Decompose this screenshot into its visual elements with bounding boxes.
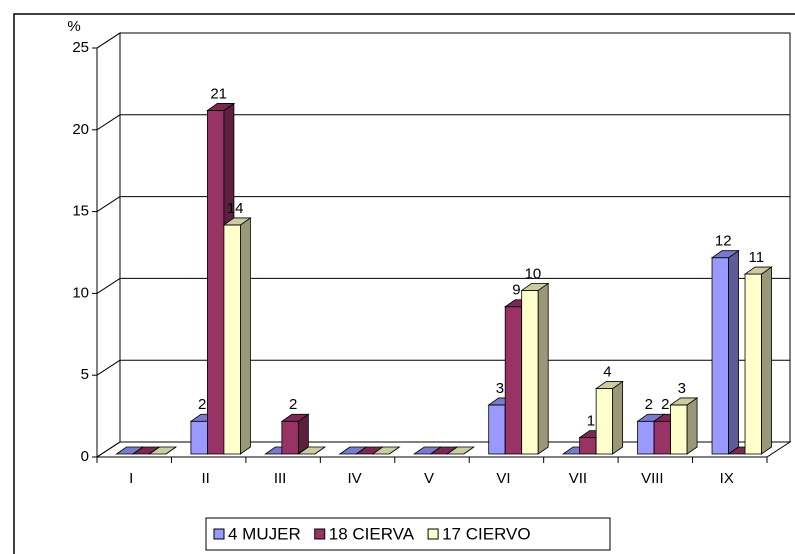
bar (594, 380, 624, 455)
bar (222, 217, 252, 455)
bar-top (520, 282, 550, 291)
y-axis-label: % (67, 18, 80, 35)
bar-top (297, 446, 327, 455)
side-wall (96, 32, 121, 458)
bar-top (148, 446, 178, 455)
x-tick-label: IX (720, 470, 734, 487)
bar-top (222, 217, 252, 226)
bar-top (743, 266, 773, 275)
bar-top (669, 397, 699, 406)
bar-front (711, 257, 729, 455)
bar (669, 397, 699, 455)
data-label: 11 (748, 249, 764, 266)
bar-front (744, 273, 762, 455)
x-tick-label: V (424, 470, 434, 487)
y-tick-label: 25 (72, 39, 89, 56)
bar-front (190, 420, 208, 455)
bar-top (206, 103, 236, 111)
x-tick-label: VI (496, 470, 510, 487)
grid-line (96, 277, 121, 294)
bar (297, 446, 327, 455)
bar-top (594, 381, 624, 389)
x-tick-label: II (201, 470, 209, 487)
bar-front (488, 404, 506, 455)
y-tick-label: 15 (72, 203, 89, 220)
bar (371, 446, 401, 455)
bar (280, 413, 310, 455)
legend: 4 MUJER 18 CIERVA 17 CIERVO (205, 517, 611, 551)
bar-front (653, 420, 671, 455)
legend-swatch (213, 528, 225, 540)
bar-front (521, 289, 539, 455)
bar-side (612, 380, 624, 455)
y-tick-label: 20 (72, 121, 89, 138)
legend-label: 18 CIERVA (329, 524, 415, 543)
data-label: 21 (210, 85, 227, 102)
x-tick-label: III (274, 470, 287, 487)
y-tick-label: 5 (81, 366, 89, 383)
bar-front (504, 306, 523, 455)
bar-top (280, 413, 310, 422)
data-label: 9 (512, 282, 520, 299)
bar-side (686, 397, 698, 455)
x-tick-label: I (129, 470, 133, 487)
chart-frame (13, 13, 795, 554)
grid-line (96, 196, 121, 213)
legend-label: 4 MUJER (228, 524, 301, 543)
bar-front (281, 420, 299, 455)
y-tick-label: 10 (72, 284, 89, 301)
data-label: 3 (678, 380, 686, 397)
bar-top (710, 250, 740, 259)
x-tick-label: VIII (641, 470, 664, 487)
legend-frame (205, 517, 611, 551)
legend-label: 17 CIERVO (442, 524, 531, 543)
y-tick-label: 0 (81, 448, 89, 465)
data-label: 2 (198, 396, 206, 413)
grid-line (96, 114, 121, 131)
x-tick-label: VII (569, 470, 587, 487)
bar-front (595, 388, 614, 455)
bar-top (445, 446, 476, 455)
data-label: 2 (645, 396, 653, 413)
grid-line (96, 441, 121, 458)
legend-swatch (314, 528, 326, 540)
bar-front (637, 420, 655, 455)
bar-front (670, 404, 688, 455)
data-label: 10 (525, 265, 542, 282)
bar (148, 446, 178, 455)
x-tick-label: IV (347, 470, 361, 487)
bar (520, 282, 550, 455)
bar-front (579, 437, 597, 455)
data-label: 12 (715, 233, 732, 250)
data-label: 4 (603, 364, 611, 381)
bar-front (223, 224, 241, 455)
bar-side (761, 266, 772, 455)
legend-swatch (427, 528, 439, 540)
bar-side (240, 217, 251, 455)
data-label: 14 (227, 200, 244, 217)
bar-side (728, 249, 739, 455)
bar (445, 446, 476, 455)
bar-side (537, 282, 549, 455)
bar-top (371, 446, 401, 455)
data-label: 2 (661, 396, 669, 413)
grid-line (96, 359, 121, 376)
grid-line (96, 32, 121, 49)
data-label: 3 (496, 380, 504, 397)
bar-front (207, 110, 225, 455)
bar (710, 249, 740, 455)
data-label: 2 (289, 396, 297, 413)
data-label: 1 (587, 413, 595, 430)
bar (743, 266, 773, 455)
